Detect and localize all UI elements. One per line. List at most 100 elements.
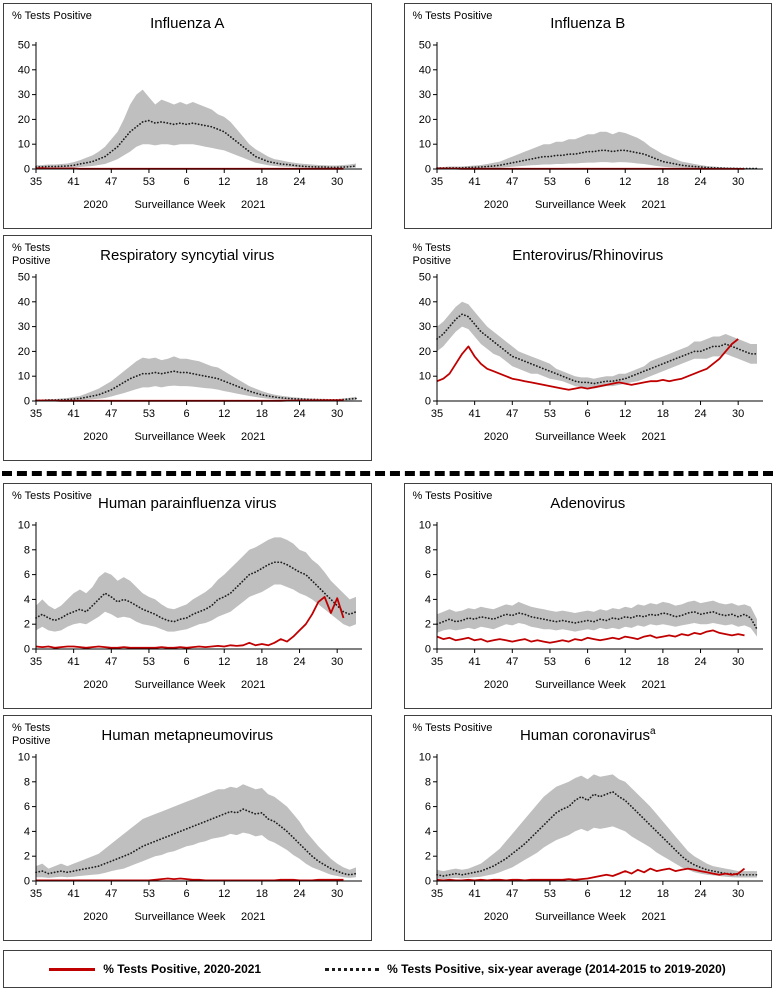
x-tick-label: 35	[431, 656, 443, 668]
x-year-right: 2021	[241, 679, 265, 691]
y-tick-label: 50	[419, 272, 431, 284]
y-tick-label: 8	[24, 776, 30, 788]
y-tick-label: 50	[419, 40, 431, 52]
legend-label-current: % Tests Positive, 2020-2021	[103, 962, 261, 976]
x-tick-label: 24	[694, 656, 706, 668]
x-axis-caption: 2020 Surveillance Week 2021	[4, 911, 371, 925]
y-tick-label: 2	[425, 619, 431, 631]
x-tick-label: 30	[331, 408, 343, 420]
x-year-right: 2021	[641, 431, 665, 443]
x-tick-label: 35	[431, 408, 443, 420]
x-axis-caption: 2020 Surveillance Week 2021	[4, 199, 371, 213]
chart-title-text: Adenovirus	[550, 495, 625, 512]
x-tick-label: 35	[30, 656, 42, 668]
six-year-range-band	[437, 302, 757, 389]
y-tick-label: 0	[24, 164, 30, 176]
x-tick-label: 6	[184, 176, 190, 188]
y-tick-label: 2	[24, 619, 30, 631]
x-tick-label: 24	[694, 408, 706, 420]
chart-title: Enterovirus/Rhinovirus	[405, 241, 772, 263]
x-year-left: 2020	[484, 431, 508, 443]
y-tick-label: 10	[18, 752, 30, 764]
current-season-line	[437, 630, 745, 642]
x-tick-label: 35	[431, 888, 443, 900]
y-tick-label: 10	[419, 520, 431, 532]
legend-item-current-season: % Tests Positive, 2020-2021	[49, 962, 261, 976]
x-tick-label: 30	[732, 888, 744, 900]
legend: % Tests Positive, 2020-2021 % Tests Posi…	[3, 950, 772, 988]
y-axis-title: % Tests Positive	[413, 10, 493, 23]
x-tick-label: 41	[68, 408, 80, 420]
y-tick-label: 20	[419, 346, 431, 358]
x-tick-label: 47	[105, 656, 117, 668]
x-axis-caption: 2020 Surveillance Week 2021	[405, 679, 772, 693]
y-tick-label: 4	[24, 594, 30, 606]
x-year-right: 2021	[241, 911, 265, 923]
x-tick-label: 6	[184, 656, 190, 668]
x-tick-label: 6	[184, 888, 190, 900]
y-tick-label: 50	[18, 40, 30, 52]
x-tick-label: 18	[256, 888, 268, 900]
y-tick-label: 0	[425, 164, 431, 176]
y-tick-label: 50	[18, 272, 30, 284]
x-tick-label: 12	[218, 888, 230, 900]
chart-title: Human metapneumovirus	[4, 721, 371, 743]
y-tick-label: 10	[18, 520, 30, 532]
y-tick-label: 4	[425, 826, 431, 838]
x-axis-label: Surveillance Week	[134, 911, 225, 923]
x-axis-label: Surveillance Week	[535, 431, 626, 443]
y-tick-label: 30	[419, 89, 431, 101]
x-tick-label: 12	[619, 656, 631, 668]
x-tick-label: 47	[506, 888, 518, 900]
x-tick-label: 30	[732, 408, 744, 420]
y-axis-title: % Tests Positive	[12, 490, 92, 503]
x-tick-label: 41	[68, 176, 80, 188]
x-year-right: 2021	[241, 431, 265, 443]
x-tick-label: 6	[584, 888, 590, 900]
x-tick-label: 12	[218, 408, 230, 420]
x-tick-label: 53	[544, 176, 556, 188]
panel-parainfluenza: % Tests Positive Human parainfluenza vir…	[3, 483, 372, 709]
x-tick-label: 41	[468, 408, 480, 420]
x-year-left: 2020	[484, 911, 508, 923]
y-tick-label: 10	[419, 752, 431, 764]
y-tick-label: 8	[24, 544, 30, 556]
x-tick-label: 18	[657, 656, 669, 668]
x-tick-label: 24	[694, 888, 706, 900]
y-tick-label: 10	[18, 139, 30, 151]
x-tick-label: 12	[218, 656, 230, 668]
y-tick-label: 8	[425, 776, 431, 788]
chart-title-text: Human metapneumovirus	[101, 727, 273, 744]
x-tick-label: 18	[657, 408, 669, 420]
x-year-right: 2021	[641, 911, 665, 923]
y-tick-label: 0	[24, 876, 30, 888]
x-tick-label: 47	[105, 888, 117, 900]
x-tick-label: 53	[143, 656, 155, 668]
x-tick-label: 18	[256, 656, 268, 668]
x-tick-label: 24	[294, 656, 306, 668]
x-year-left: 2020	[83, 911, 107, 923]
x-tick-label: 6	[184, 408, 190, 420]
x-tick-label: 53	[544, 656, 556, 668]
x-axis-caption: 2020 Surveillance Week 2021	[4, 679, 371, 693]
x-tick-label: 30	[331, 656, 343, 668]
six-year-range-band	[36, 90, 356, 169]
x-tick-label: 53	[544, 888, 556, 900]
current-season-line	[36, 879, 344, 881]
y-tick-label: 8	[425, 544, 431, 556]
x-year-left: 2020	[83, 431, 107, 443]
y-axis-title: % Tests Positive	[12, 242, 51, 267]
chart-title-text: Human parainfluenza virus	[98, 495, 276, 512]
six-year-range-band	[36, 784, 356, 878]
x-axis-label: Surveillance Week	[134, 431, 225, 443]
x-tick-label: 53	[143, 408, 155, 420]
x-tick-label: 53	[544, 408, 556, 420]
